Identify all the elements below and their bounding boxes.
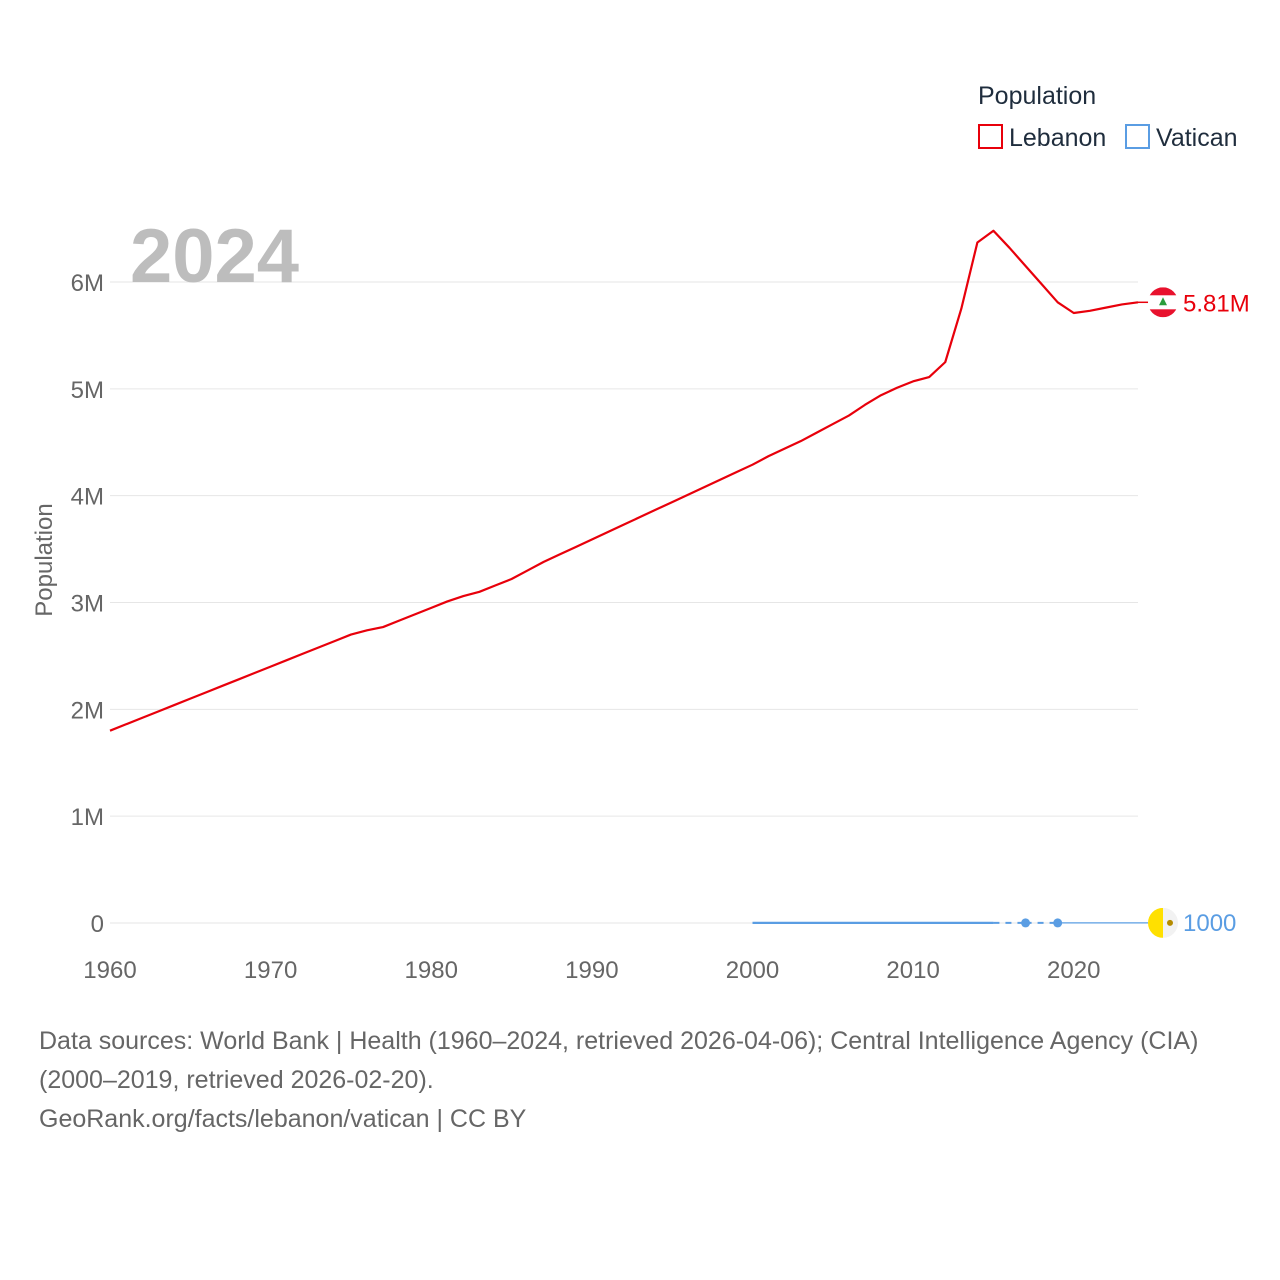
- y-tick-label-1: 1M: [71, 804, 104, 831]
- lebanon-flag-top-band: [1148, 287, 1178, 296]
- y-tick-label-5: 5M: [71, 377, 104, 404]
- vatican-flag-emblem: [1167, 919, 1173, 926]
- x-tick-label-4: 2000: [726, 957, 779, 984]
- population-line-chart: 0 1M 2M 3M 4M 5M 6M 1960 1970 1980 1990 2000 2010 20…: [31, 82, 1250, 984]
- y-axis-ticks: 0 1M 2M 3M 4M 5M 6M: [71, 270, 104, 938]
- x-tick-label-0: 1960: [83, 957, 136, 984]
- source-data-line: Data sources: World Bank | Health (1960–…: [39, 1027, 1199, 1094]
- legend-swatch-lebanon: [978, 124, 1003, 149]
- lebanon-end-label: 5.81M: [1183, 290, 1250, 317]
- lebanon-flag-bottom-band: [1148, 309, 1178, 318]
- lebanon-flag-cedar: [1159, 297, 1167, 306]
- y-tick-label-0: 0: [91, 911, 104, 938]
- y-tick-label-4: 4M: [71, 484, 104, 511]
- lebanon-flag-icon: [1148, 287, 1178, 318]
- gridlines: [110, 281, 1138, 924]
- legend-label-vatican: Vatican: [1156, 124, 1238, 152]
- source-site-line[interactable]: GeoRank.org/facts/lebanon/vatican | CC B…: [39, 1105, 527, 1133]
- legend-title: Population: [978, 82, 1096, 110]
- vatican-end-marker: 1000: [1148, 907, 1236, 938]
- y-tick-label-2: 2M: [71, 697, 104, 724]
- vatican-end-label: 1000: [1183, 910, 1236, 937]
- vatican-flag-icon: [1148, 907, 1178, 938]
- legend: Population Lebanon Vatican: [978, 82, 1238, 152]
- source-attribution: Data sources: World Bank | Health (1960–…: [39, 1022, 1249, 1139]
- y-axis-title: Population: [31, 503, 58, 616]
- legend-item-vatican[interactable]: Vatican: [1125, 124, 1238, 152]
- vatican-point-0: [1021, 918, 1031, 928]
- legend-swatch-vatican: [1125, 124, 1150, 149]
- x-axis-ticks: 1960 1970 1980 1990 2000 2010 2020: [83, 957, 1100, 984]
- x-tick-label-3: 1990: [565, 957, 618, 984]
- x-tick-label-5: 2010: [886, 957, 939, 984]
- lebanon-end-marker: 5.81M: [1138, 287, 1250, 318]
- x-tick-label-1: 1970: [244, 957, 297, 984]
- legend-item-lebanon[interactable]: Lebanon: [978, 124, 1106, 152]
- y-tick-label-3: 3M: [71, 591, 104, 618]
- series-layer: [109, 229, 1148, 928]
- series-line-lebanon: [109, 229, 1139, 732]
- legend-label-lebanon: Lebanon: [1009, 124, 1106, 152]
- year-display: 2024: [130, 214, 299, 299]
- x-tick-label-6: 2020: [1047, 957, 1100, 984]
- x-tick-label-2: 1980: [405, 957, 458, 984]
- vatican-flag-yellow: [1148, 907, 1163, 938]
- y-tick-label-6: 6M: [71, 270, 104, 297]
